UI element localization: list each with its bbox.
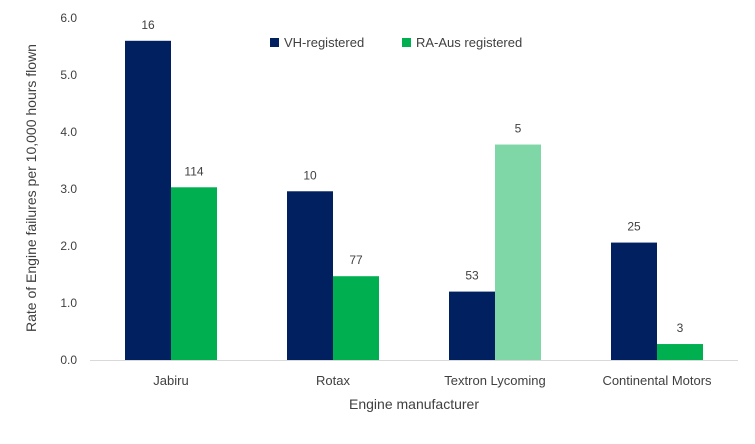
y-tick-label: 1.0 — [60, 296, 77, 310]
legend-swatch — [270, 38, 279, 47]
y-tick-label: 4.0 — [60, 125, 77, 139]
y-tick-label: 6.0 — [60, 11, 77, 25]
y-tick-label: 3.0 — [60, 182, 77, 196]
legend-label: VH-registered — [284, 35, 364, 50]
bar-vh-registered-rotax — [287, 191, 333, 360]
legend: VH-registered RA-Aus registered — [270, 35, 522, 50]
data-label: 25 — [627, 220, 641, 234]
data-label: 16 — [141, 18, 155, 32]
bar-vh-registered-textron-lycoming — [449, 291, 495, 360]
bars — [125, 40, 703, 361]
category-labels: Jabiru Rotax Textron Lycoming Continental M… — [153, 373, 712, 388]
y-axis-title: Rate of Engine failures per 10,000 hours… — [23, 44, 39, 332]
y-tick-label: 2.0 — [60, 239, 77, 253]
bar-ra-aus-registered-textron-lycoming — [495, 144, 541, 360]
bar-vh-registered-jabiru — [125, 40, 171, 361]
bar-ra-aus-registered-jabiru — [171, 187, 217, 360]
category-label: Continental Motors — [602, 373, 712, 388]
data-label: 5 — [515, 122, 522, 136]
data-label: 3 — [677, 321, 684, 335]
data-label: 114 — [184, 164, 203, 178]
bar-ra-aus-registered-continental-motors — [657, 344, 703, 360]
legend-label: RA-Aus registered — [416, 35, 522, 50]
category-label: Textron Lycoming — [444, 373, 545, 388]
data-labels: 16 114 10 77 53 5 25 3 — [141, 18, 683, 335]
category-label: Rotax — [316, 373, 350, 388]
bar-vh-registered-continental-motors — [611, 242, 657, 360]
y-axis-ticks: 0.0 1.0 2.0 3.0 4.0 5.0 6.0 — [60, 11, 77, 367]
bar-ra-aus-registered-rotax — [333, 276, 379, 360]
y-tick-label: 0.0 — [60, 353, 77, 367]
data-label: 53 — [465, 269, 479, 283]
category-label: Jabiru — [153, 373, 188, 388]
y-tick-label: 5.0 — [60, 68, 77, 82]
x-axis-title: Engine manufacturer — [349, 396, 479, 412]
legend-swatch — [402, 38, 411, 47]
data-label: 10 — [303, 168, 317, 182]
data-label: 77 — [349, 253, 363, 267]
